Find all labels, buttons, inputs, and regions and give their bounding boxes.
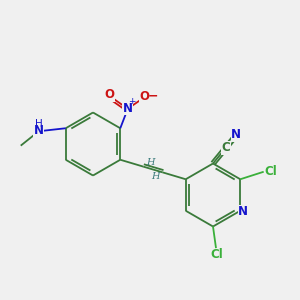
Text: H: H <box>35 119 43 129</box>
Text: Cl: Cl <box>210 248 223 261</box>
Text: O: O <box>105 88 115 101</box>
Text: C: C <box>221 141 230 154</box>
Text: N: N <box>34 124 44 137</box>
Text: H: H <box>146 158 155 166</box>
Text: −: − <box>147 90 158 103</box>
Text: N: N <box>123 102 133 115</box>
Text: N: N <box>238 205 248 218</box>
Text: N: N <box>231 128 241 141</box>
Text: Cl: Cl <box>264 165 277 178</box>
Text: O: O <box>139 90 149 103</box>
Text: H: H <box>151 172 160 182</box>
Text: +: + <box>128 97 135 106</box>
